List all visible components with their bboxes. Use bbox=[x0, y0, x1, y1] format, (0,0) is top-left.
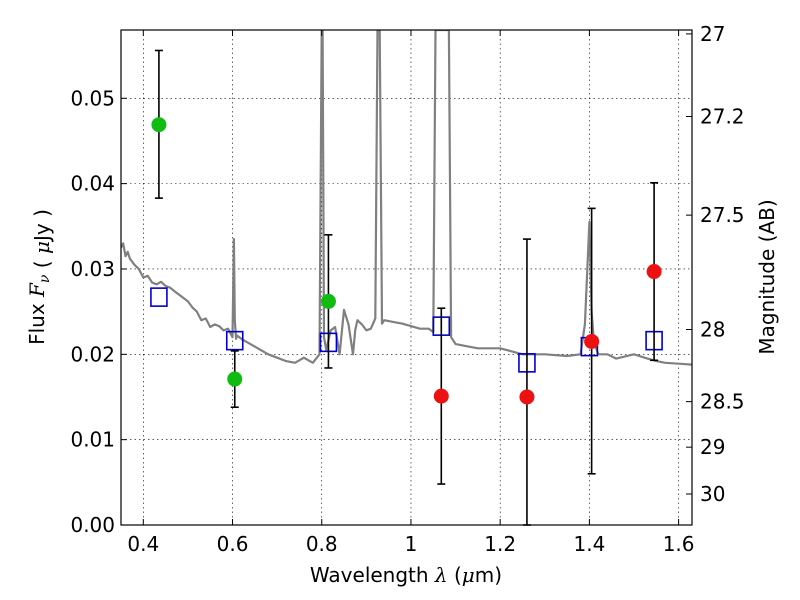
y2-tick-label: 27 bbox=[700, 22, 725, 46]
x-tick-label: 1.2 bbox=[484, 532, 516, 556]
observed-flux-point bbox=[646, 264, 662, 280]
x-tick-label: 0.6 bbox=[217, 532, 249, 556]
observed-flux-point bbox=[227, 371, 243, 387]
error-bars bbox=[151, 49, 662, 526]
x-tick-label: 1 bbox=[405, 532, 418, 556]
observed-flux-point bbox=[433, 388, 449, 404]
plot-frame bbox=[120, 29, 693, 526]
y-tick-label: 0.04 bbox=[70, 172, 115, 196]
y2-tick-label: 27.2 bbox=[700, 105, 745, 129]
y-tick-label: 0.05 bbox=[70, 86, 115, 110]
y2-tick-label: 30 bbox=[700, 482, 725, 506]
y-tick-label: 0.01 bbox=[70, 428, 115, 452]
x-tick-label: 1.6 bbox=[663, 532, 695, 556]
model-flux-square bbox=[150, 287, 168, 307]
plot-background bbox=[121, 30, 692, 525]
observed-flux-point bbox=[151, 117, 167, 133]
y2-tick-label: 29 bbox=[700, 435, 725, 459]
x-tick-label: 0.4 bbox=[127, 532, 159, 556]
y2-tick-label: 27.5 bbox=[700, 203, 745, 227]
x-tick-label: 1.4 bbox=[573, 532, 605, 556]
axis-ticks: 0.4 0.6 0.8 1 1.2 1.4 1.6 0.00 0.01 0.02 0.03 0.04 0… bbox=[70, 22, 744, 556]
y-tick-label: 0.00 bbox=[70, 513, 115, 537]
y2-axis-label: Magnitude (AB) bbox=[755, 199, 779, 354]
y-tick-label: 0.02 bbox=[70, 342, 115, 366]
y-tick-label: 0.03 bbox=[70, 257, 115, 281]
y2-tick-label: 28 bbox=[700, 317, 725, 341]
y2-tick-label: 28.5 bbox=[700, 390, 745, 414]
observed-flux-point bbox=[584, 334, 600, 350]
y-axis-label: Flux Fν ( μJy ) bbox=[25, 209, 54, 345]
x-tick-label: 0.8 bbox=[306, 532, 338, 556]
x-axis-label: Wavelength λ (μm) bbox=[310, 563, 502, 587]
observed-flux-point bbox=[320, 293, 336, 309]
model-flux-square bbox=[225, 330, 244, 351]
observed-flux-point bbox=[519, 389, 535, 405]
